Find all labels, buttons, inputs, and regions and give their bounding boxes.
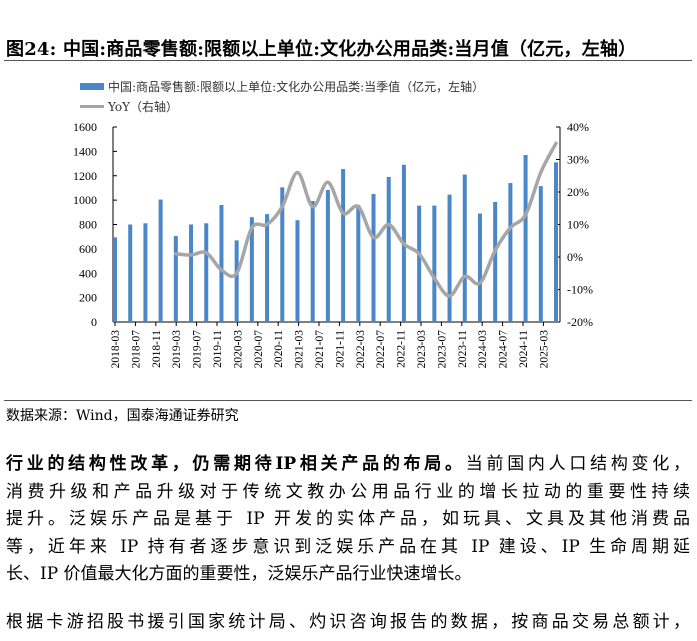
left-tick-label: 400 <box>79 266 97 280</box>
bar <box>189 224 194 322</box>
x-tick-label: 2020-11 <box>273 330 285 368</box>
x-tick-label: 2018-11 <box>151 330 163 368</box>
bar <box>538 186 543 322</box>
bar <box>158 199 163 322</box>
left-tick-label: 200 <box>79 291 97 305</box>
bar <box>523 155 528 322</box>
x-tick-label: 2025-03 <box>538 330 550 369</box>
bold-lead: 行业的结构性改革，仍需期待IP相关产品的布局。 <box>6 454 466 474</box>
paragraph-line: 根据卡游招股书援引国家统计局、灼识咨询报告的数据，按商品交易总额计， <box>6 612 690 632</box>
bar <box>493 201 498 322</box>
bar <box>128 224 133 322</box>
bar <box>173 236 178 322</box>
x-tick-label: 2024-11 <box>518 330 530 368</box>
right-tick-label: -20% <box>567 315 593 329</box>
source-divider <box>4 400 692 401</box>
left-tick-label: 1200 <box>73 169 97 183</box>
bar <box>477 213 482 322</box>
x-tick-label: 2023-03 <box>416 330 428 369</box>
legend-item-bar: 中国:商品零售额:限额以上单位:文化办公用品类:当季值（亿元，左轴） <box>80 76 484 96</box>
bar <box>204 223 209 322</box>
legend-line-swatch <box>80 104 104 108</box>
bar <box>295 220 300 322</box>
left-tick-label: 600 <box>79 242 97 256</box>
bar <box>386 176 391 322</box>
x-tick-label: 2022-11 <box>396 330 408 368</box>
x-tick-label: 2022-03 <box>355 330 367 369</box>
right-tick-label: 40% <box>567 120 589 134</box>
right-tick-label: 30% <box>567 153 589 167</box>
left-tick-label: 1600 <box>73 120 97 134</box>
x-tick-label: 2024-03 <box>477 330 489 369</box>
paragraph-line: 行业的结构性改革，仍需期待IP相关产品的布局。当前国内人口结构变化， <box>6 451 690 479</box>
legend-label: 中国:商品零售额:限额以上单位:文化办公用品类:当季值（亿元，左轴） <box>108 79 485 94</box>
paragraph-line: 提升。泛娱乐产品是基于 IP 开发的实体产品，如玩具、文具及其他消费品 <box>6 509 690 530</box>
right-tick-label: 10% <box>567 218 589 232</box>
right-tick-label: -10% <box>567 283 593 297</box>
x-tick-label: 2018-07 <box>130 330 142 369</box>
bar <box>341 169 346 322</box>
yoy-line <box>174 141 558 298</box>
bar <box>508 183 513 322</box>
x-tick-label: 2023-07 <box>436 330 448 369</box>
paragraph-line: 等，近年来 IP 持有者逐步意识到泛娱乐产品在其 IP 建设、IP 生命周期延 <box>6 536 690 557</box>
bar <box>447 194 452 322</box>
x-tick-label: 2019-07 <box>192 330 204 369</box>
x-tick-label: 2021-03 <box>294 330 306 369</box>
line-text: 当前国内人口结构变化， <box>465 454 691 474</box>
bar <box>356 205 361 322</box>
bar <box>113 237 117 322</box>
x-tick-label: 2018-03 <box>110 330 122 369</box>
legend-bar-swatch <box>80 82 104 90</box>
bar <box>265 214 270 322</box>
x-tick-label: 2019-11 <box>212 330 224 368</box>
chart-legend: 中国:商品零售额:限额以上单位:文化办公用品类:当季值（亿元，左轴） YoY（右… <box>80 76 484 116</box>
x-tick-label: 2023-11 <box>457 330 469 368</box>
source-note: 数据来源：Wind，国泰海通证券研究 <box>6 408 239 424</box>
left-tick-label: 0 <box>91 315 97 329</box>
chart: 0 200 400 600 800 1000 1200 1400 1600 -20% -10% 0% 1… <box>73 120 593 369</box>
paragraph-2: 根据卡游招股书援引国家统计局、灼识咨询报告的数据，按商品交易总额计， <box>6 609 690 637</box>
right-tick-label: 0% <box>567 250 583 264</box>
bar <box>417 205 422 322</box>
bar <box>462 174 467 322</box>
x-tick-label: 2020-03 <box>232 330 244 369</box>
bar <box>554 162 558 322</box>
x-tick-label: 2021-07 <box>314 330 326 369</box>
bar <box>143 223 148 322</box>
paragraph-line: 长、IP 价值最大化方面的重要性，泛娱乐产品行业快速增长。 <box>6 564 472 585</box>
bar <box>280 187 285 322</box>
bar <box>432 205 437 322</box>
figure-title: 图24: 中国:商品零售额:限额以上单位:文化办公用品类:当月值（亿元，左轴） <box>6 39 637 60</box>
right-tick-label: 20% <box>567 185 589 199</box>
left-tick-label: 1400 <box>73 144 97 158</box>
left-tick-label: 1000 <box>73 193 97 207</box>
bar <box>325 190 330 322</box>
bar <box>249 217 254 322</box>
bar <box>371 194 376 322</box>
bar <box>234 240 239 322</box>
legend-item-line: YoY（右轴） <box>80 96 484 116</box>
x-tick-label: 2021-11 <box>334 330 346 368</box>
x-tick-label: 2022-07 <box>375 330 387 369</box>
x-tick-label: 2020-07 <box>253 330 265 369</box>
left-tick-label: 800 <box>79 218 97 232</box>
x-tick-label: 2024-07 <box>498 330 510 369</box>
title-divider <box>4 60 692 61</box>
x-tick-label: 2019-03 <box>171 330 183 369</box>
legend-label: YoY（右轴） <box>108 99 179 114</box>
bar <box>219 205 224 322</box>
paragraph-1: 行业的结构性改革，仍需期待IP相关产品的布局。当前国内人口结构变化， 消费升级和… <box>6 451 690 589</box>
bar <box>310 200 315 322</box>
paragraph-line: 消费升级和产品升级对于传统文教办公用品行业的增长拉动的重要性持续 <box>6 481 690 502</box>
